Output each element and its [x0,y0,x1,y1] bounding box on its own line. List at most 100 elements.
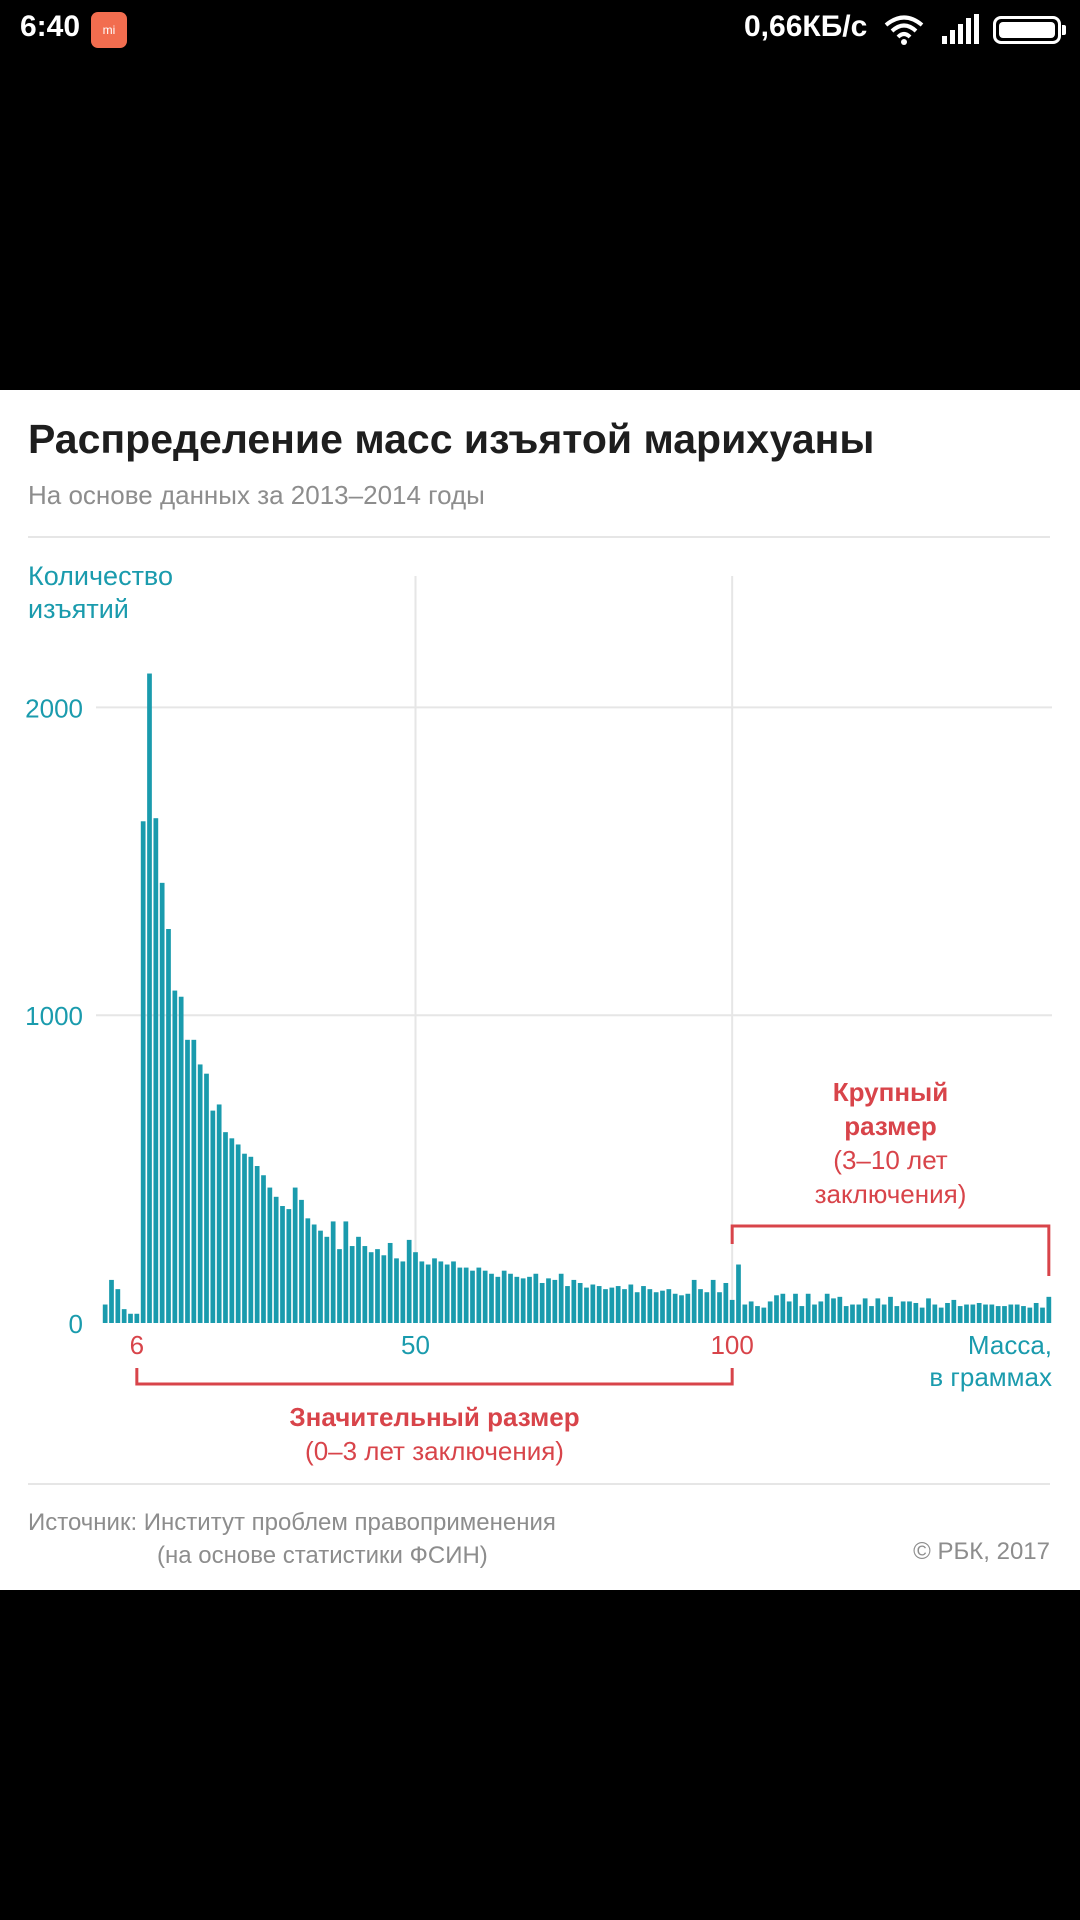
bar [204,1073,209,1323]
bar [166,929,171,1323]
chart-subtitle: На основе данных за 2013–2014 годы [28,480,485,510]
bar [406,1239,412,1323]
bar [546,1278,551,1323]
bar [178,996,184,1323]
mi-app-icon: mi [91,12,127,48]
bar [641,1286,646,1323]
status-bar: 6:40 mi 0,66КБ/с [0,0,1080,60]
bar [1027,1307,1033,1323]
bar [571,1279,577,1323]
bar [508,1273,513,1323]
bar [926,1298,931,1323]
bar [900,1301,906,1323]
bar [470,1270,475,1323]
bar [685,1293,691,1323]
bar [679,1295,684,1323]
bar [318,1230,323,1323]
battery-icon [993,16,1066,44]
bar [558,1273,564,1323]
histogram: 0 1000 2000 6 50 100 Масса,в граммах Крупный р… [25,576,1052,1466]
bar [622,1289,627,1323]
bar [400,1261,406,1323]
bar [501,1270,507,1323]
large-size-detail: (3–10 лет [833,1145,947,1175]
bar [774,1295,779,1323]
y-tick-label: 2000 [25,693,83,723]
bar [438,1261,444,1323]
bar [368,1252,374,1323]
bar [1040,1307,1045,1323]
bar [1046,1296,1052,1323]
bottom-divider [28,1483,1050,1485]
top-divider [28,536,1050,538]
bar [660,1290,665,1323]
x-tick-label: 50 [401,1330,430,1360]
bar [786,1301,792,1323]
bar [723,1282,729,1323]
bar [134,1313,140,1323]
bar [717,1292,722,1323]
bar [147,673,152,1323]
bar [615,1286,621,1323]
chart-title: Распределение масс изъятой марихуаны [28,416,875,462]
bar [292,1187,298,1323]
bar [362,1246,368,1323]
bar [843,1306,849,1323]
bar [691,1279,697,1323]
x-tick-label: 6 [130,1330,144,1360]
bar [153,818,159,1323]
bar [495,1276,501,1323]
bar [197,1064,203,1323]
bar [273,1196,279,1323]
x-axis-label: в граммах [929,1362,1052,1392]
bar [172,990,178,1323]
bar [590,1284,596,1323]
bar [609,1287,615,1323]
bar [463,1267,469,1323]
bar [343,1221,349,1323]
bar [235,1144,241,1323]
bar [710,1279,716,1323]
bar [850,1304,855,1323]
bottom-black-area [0,1590,1080,1920]
bar [951,1299,957,1323]
bar [957,1306,963,1323]
bar [159,882,165,1323]
bar [793,1293,798,1323]
source-line-2: (на основе статистики ФСИН) [157,1542,488,1569]
bar [1008,1304,1014,1323]
source-line-1: Источник: Институт проблем правоприменен… [28,1509,556,1536]
bar [653,1292,659,1323]
large-size-bracket [730,1224,1051,1276]
bar [254,1166,260,1323]
bar [185,1039,190,1323]
bar [394,1258,399,1323]
bar [596,1286,602,1323]
bar [919,1307,925,1323]
bar [875,1298,881,1323]
bar [267,1187,273,1323]
bar [755,1306,760,1323]
wifi-icon [884,15,924,45]
bar [989,1304,995,1323]
bar [349,1246,355,1323]
bar [216,1104,222,1323]
y-tick-label: 1000 [25,1001,83,1031]
y-axis-label: Количество изъятий [28,561,173,624]
bar [223,1132,228,1323]
bar [330,1221,336,1323]
bar [128,1313,133,1323]
cell-signal-icon [942,14,979,44]
significant-size-label: Значительный размер [289,1402,579,1432]
bar [780,1293,786,1323]
bar [514,1276,520,1323]
y-tick-label: 0 [69,1309,83,1339]
source-note: Источник: Институт проблем правоприменен… [28,1506,556,1572]
bar [552,1279,558,1323]
bar [432,1258,437,1323]
bar [881,1304,887,1323]
bar [280,1206,285,1323]
bar [115,1289,121,1323]
status-time: 6:40 [20,10,81,43]
bar [945,1302,950,1323]
